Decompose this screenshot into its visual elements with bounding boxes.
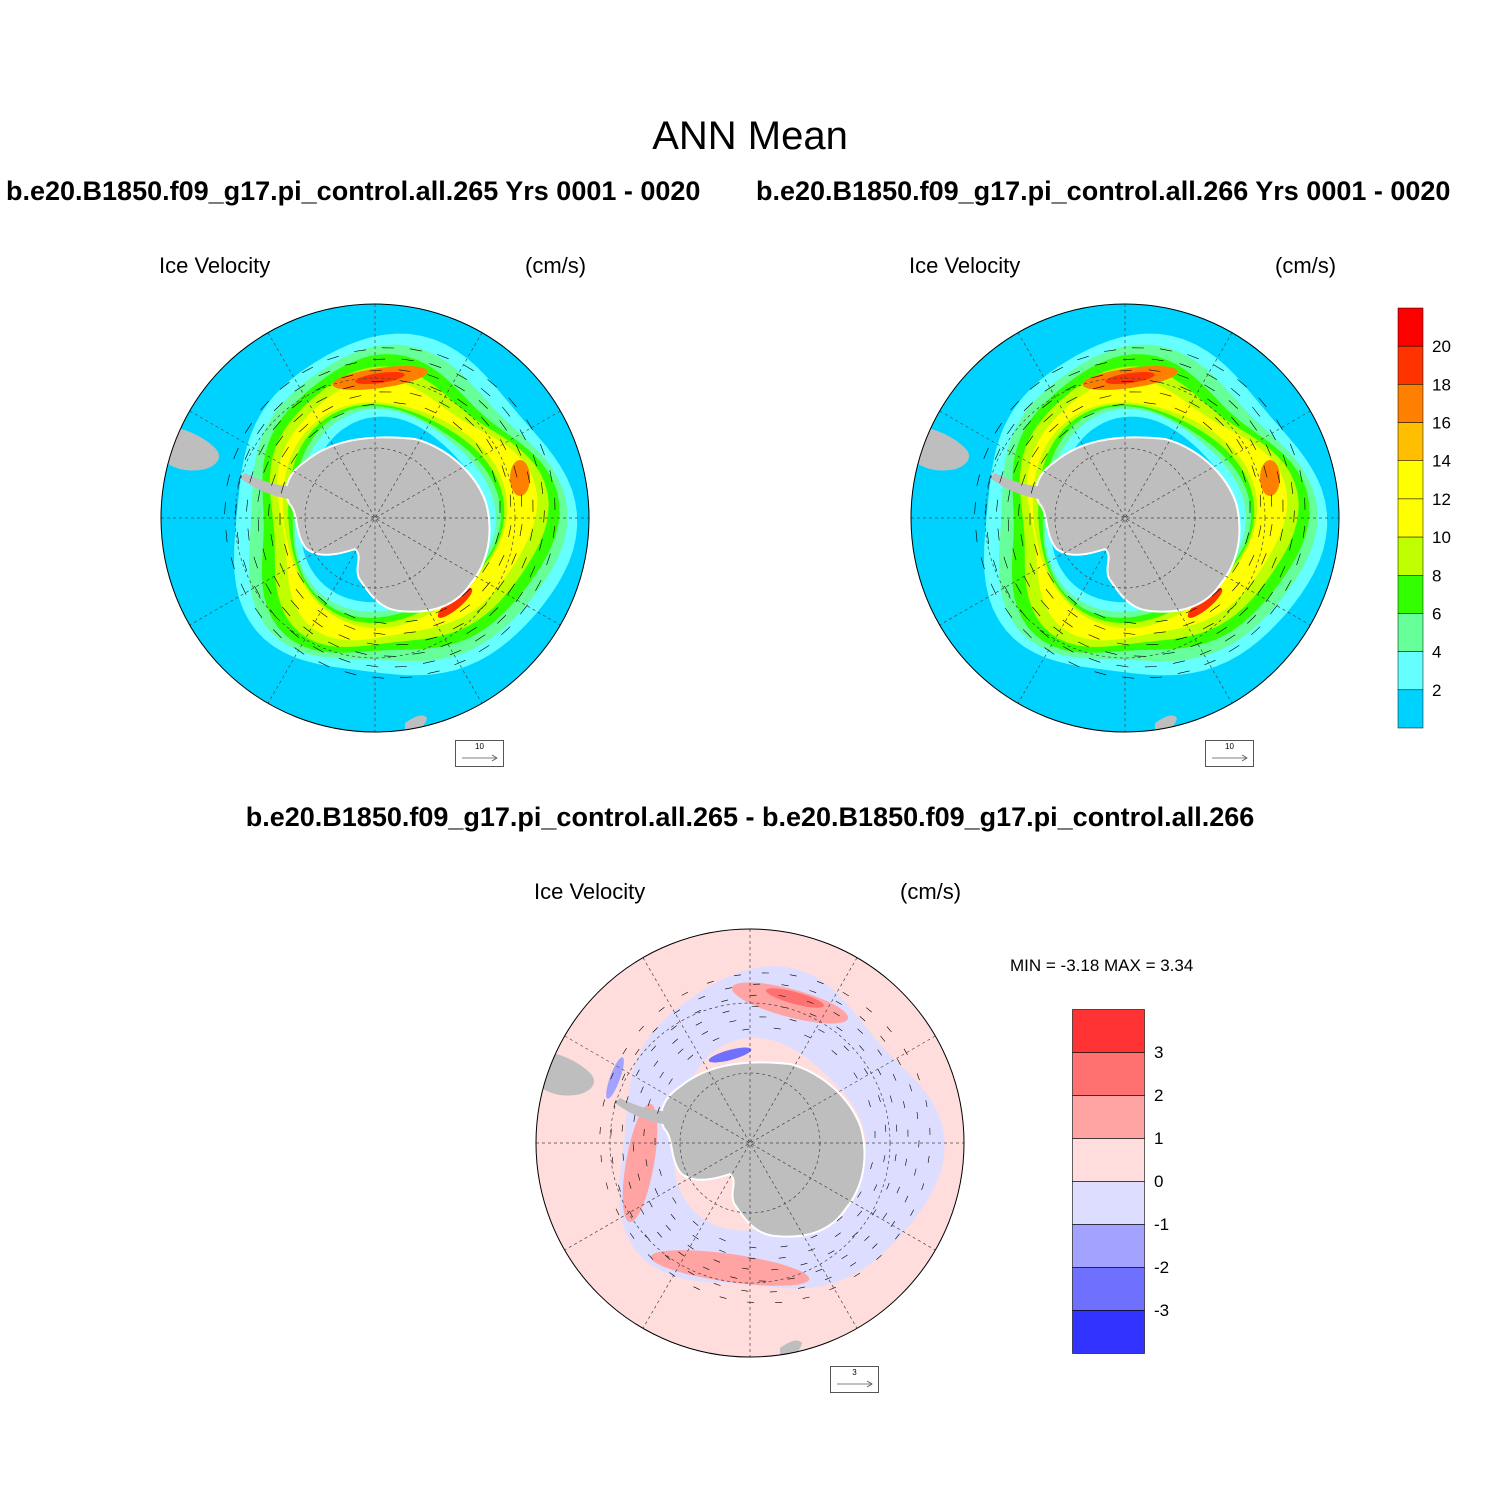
difference-title: b.e20.B1850.f09_g17.pi_control.all.265 -… [245,802,1255,832]
colorbar-label: 18 [1432,375,1451,394]
map-boundary [160,303,590,733]
diff-colorbar-swatch-5 [1072,1224,1145,1268]
colorbar-label: 2 [1432,681,1441,700]
difference-reference-vector: 3 [830,1366,879,1393]
colorbar-label: 16 [1432,414,1451,433]
colorbar-swatch-0 [1397,307,1424,347]
difference-reference-vector-label: 3 [852,1368,857,1377]
diff-colorbar-swatch-7 [1072,1310,1145,1354]
panel-2-reference-vector-label: 10 [1225,742,1234,751]
difference-min-max: MIN = -3.18 MAX = 3.34 [1010,956,1194,975]
graticule [911,304,1339,732]
ice-velocity-vectors [224,347,556,679]
colorbar-swatch-5 [1397,498,1424,538]
colorbar-label: 4 [1432,643,1441,662]
ice-velocity-vectors [974,347,1306,679]
diff-positive-zone-north [731,982,849,1024]
main-title: ANN Mean [652,114,848,158]
colorbar-label: 8 [1432,566,1441,585]
panel-2-reference-vector: 10 [1205,740,1254,767]
high-velocity-zone-coast [1187,588,1223,618]
high-velocity-zone-east [510,460,530,496]
antarctic-peninsula [240,473,300,500]
colorbar-label: 10 [1432,528,1451,547]
panel-1-polar-map [160,303,590,733]
diff-colorbar-swatch-0 [1072,1009,1145,1053]
diff-colorbar-label: -2 [1154,1258,1169,1277]
diff-colorbar-label: 3 [1154,1043,1163,1062]
difference-polar-map [535,928,965,1358]
diff-colorbar-label: 0 [1154,1172,1163,1191]
colorbar-swatch-10 [1397,689,1424,729]
colorbar-swatch-2 [1397,384,1424,423]
diff-colorbar-swatch-3 [1072,1138,1145,1182]
colorbar-label: 12 [1432,490,1451,509]
colorbar-swatch-1 [1397,345,1424,385]
graticule [536,929,964,1357]
ice-velocity-vectors [599,972,931,1304]
diff-positive-zone-west [622,1103,658,1223]
panel-1-reference-vector-label: 10 [475,742,484,751]
diff-colorbar-label: -1 [1154,1215,1169,1234]
panel-2-title: b.e20.B1850.f09_g17.pi_control.all.266 Y… [756,176,1451,206]
diff-colorbar-label: 1 [1154,1129,1163,1148]
antarctic-peninsula [990,473,1050,500]
high-velocity-zone-coast [437,588,473,618]
antarctic-peninsula [615,1098,675,1125]
panel-2-units: (cm/s) [1275,253,1337,278]
colorbar-difference: 3 2 1 0 -1 -2 -3 [1072,1009,1169,1354]
diff-colorbar-swatch-2 [1072,1095,1145,1139]
diff-negative-streak [708,1047,752,1063]
colorbar-swatch-7 [1397,575,1424,614]
diff-positive-zone-south [650,1250,810,1286]
panel-1-units: (cm/s) [525,253,587,278]
diff-strong-positive-north [765,988,825,1008]
max-velocity-zone-north [1105,371,1155,385]
colorbar-label: 6 [1432,605,1441,624]
colorbar-swatch-9 [1397,651,1424,691]
panel-1-field-label: Ice Velocity [159,253,271,278]
map-boundary [535,928,965,1358]
diff-negative-zone [619,966,945,1289]
diff-colorbar-label: 2 [1154,1086,1163,1105]
colorbar-swatch-3 [1397,422,1424,461]
panel-1-title: b.e20.B1850.f09_g17.pi_control.all.265 Y… [6,176,701,206]
colorbar-ice-velocity: 20 18 16 14 12 10 8 6 4 2 [1397,307,1451,729]
colorbar-swatch-6 [1397,536,1424,576]
panel-1-reference-vector: 10 [455,740,504,767]
max-velocity-zone-north [355,371,405,385]
difference-units: (cm/s) [900,879,962,904]
graticule [161,304,589,732]
diff-colorbar-label: -3 [1154,1301,1169,1320]
colorbar-label: 14 [1432,452,1451,471]
velocity-band-core [1027,378,1288,641]
velocity-band-core [277,378,538,641]
colorbar-swatch-8 [1397,613,1424,652]
diff-colorbar-swatch-1 [1072,1052,1145,1096]
colorbar-swatch-4 [1397,460,1424,500]
colorbar-label: 20 [1432,337,1451,356]
diff-negative-streak-west [606,1057,624,1099]
diff-colorbar-swatch-4 [1072,1181,1145,1225]
high-velocity-zone-east [1260,460,1280,496]
diff-colorbar-swatch-6 [1072,1267,1145,1311]
panel-2-field-label: Ice Velocity [909,253,1021,278]
difference-field-label: Ice Velocity [534,879,646,904]
panel-2-polar-map [910,303,1340,733]
map-boundary [910,303,1340,733]
